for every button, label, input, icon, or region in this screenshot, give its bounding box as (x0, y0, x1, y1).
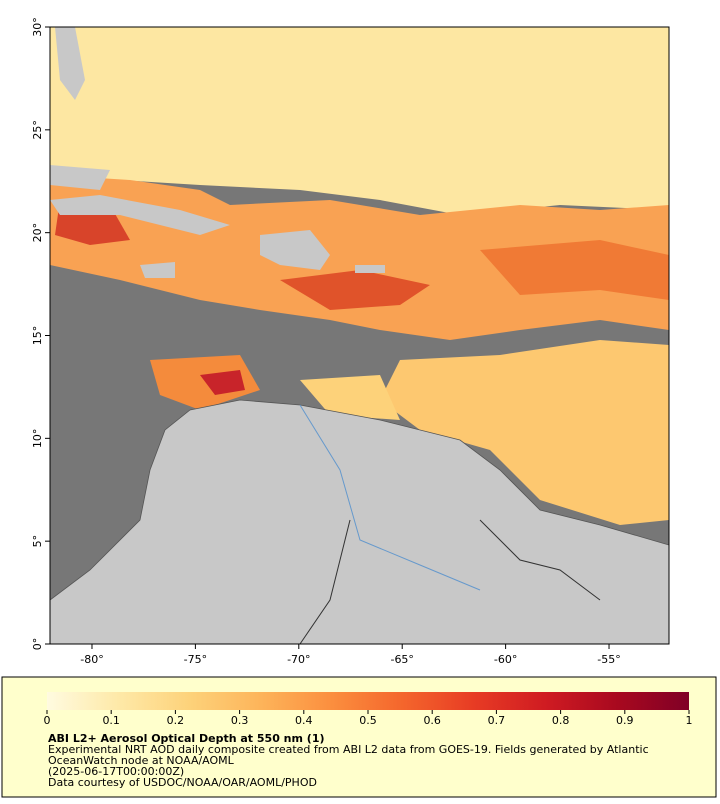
y-tick-label: 10° (31, 429, 44, 449)
y-tick-label: 15° (31, 326, 44, 346)
colorbar-ramp (47, 692, 689, 710)
caption-line: (2025-06-17T00:00:00Z) (48, 765, 184, 778)
colorbar-tick-label: 0.9 (616, 714, 634, 727)
caption-line: OceanWatch node at NOAA/AOML (48, 754, 235, 767)
border (479, 519, 601, 601)
land-florida-keys (50, 165, 110, 190)
colorbar-tick-label: 0.8 (552, 714, 570, 727)
y-tick-label: 25° (31, 120, 44, 140)
y-tick-label: 5° (31, 535, 44, 548)
colorbar-tick-label: 0.3 (231, 714, 249, 727)
colorbar-tick-label: 0 (44, 714, 51, 727)
aerosol-low (380, 340, 669, 525)
x-tick-label: -60° (494, 653, 517, 666)
land-cuba (50, 195, 230, 235)
x-tick-label: -80° (80, 653, 103, 666)
aerosol-low (50, 27, 669, 215)
x-tick-label: -70° (287, 653, 310, 666)
aerosol-mid (150, 355, 260, 410)
land-south-america (50, 399, 669, 644)
colorbar-tick-label: 0.7 (488, 714, 506, 727)
colorbar: 0 0.1 0.2 0.3 0.4 0.5 0.6 0.7 0.8 0.9 1 (44, 692, 693, 727)
colorbar-tick-label: 0.2 (167, 714, 185, 727)
aerosol-high (200, 370, 245, 395)
y-tick-label: 30° (31, 17, 44, 37)
x-tick-label: -75° (184, 653, 207, 666)
land-hispaniola (260, 230, 330, 270)
colorbar-tick-label: 0.4 (295, 714, 313, 727)
colorbar-tick-label: 0.1 (102, 714, 120, 727)
aerosol-mid (480, 240, 669, 300)
x-tick-label: -65° (390, 653, 413, 666)
colorbar-tick-label: 0.5 (359, 714, 377, 727)
river (299, 404, 481, 591)
caption-line: Experimental NRT AOD daily composite cre… (48, 743, 649, 756)
border (299, 519, 351, 644)
axes: -80° -75° -70° -65° -60° -55° 0° 5° 10° 15° 20° 25°… (31, 17, 621, 666)
aerosol-high (280, 270, 430, 310)
y-tick-label: 20° (31, 223, 44, 243)
caption-title: ABI L2+ Aerosol Optical Depth at 550 nm … (48, 732, 325, 745)
caption-line: Data courtesy of USDOC/NOAA/OAR/AOML/PHO… (48, 776, 317, 789)
land-jamaica (140, 262, 175, 278)
x-tick-label: -55° (597, 653, 620, 666)
aerosol-mid (50, 175, 669, 340)
colorbar-tick-label: 0.6 (423, 714, 441, 727)
colorbar-tick-label: 1 (686, 714, 693, 727)
map-area (50, 27, 669, 644)
aerosol-low (300, 375, 400, 420)
land-florida (55, 27, 85, 100)
y-tick-label: 0° (31, 638, 44, 651)
land-puerto-rico (355, 265, 385, 273)
